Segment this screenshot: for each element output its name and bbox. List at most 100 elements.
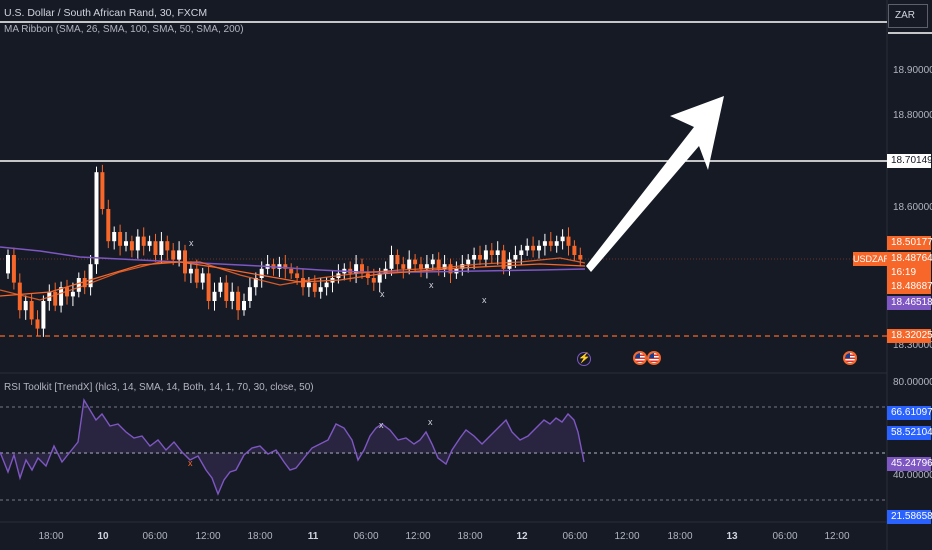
- candle-body: [76, 278, 81, 292]
- time-label: 18:00: [667, 531, 693, 542]
- time-label: 12:00: [824, 531, 850, 542]
- time-label: 12:00: [195, 531, 221, 542]
- symbol-tag: USDZAR: [853, 252, 891, 266]
- candle-body: [377, 273, 382, 283]
- us-flag-event-icon[interactable]: [647, 351, 661, 365]
- candle-body: [29, 301, 34, 320]
- lightning-event-icon[interactable]: ⚡: [577, 352, 591, 366]
- candle-body: [442, 264, 447, 269]
- candle-body: [135, 236, 140, 251]
- ma-price-label: 18.46518: [887, 296, 932, 310]
- time-label: 18:00: [247, 531, 273, 542]
- candle-body: [295, 273, 300, 278]
- price-label: 18.48687: [887, 280, 932, 294]
- time-label: 06:00: [562, 531, 588, 542]
- x-marker: x: [429, 280, 434, 290]
- candle-body: [88, 264, 93, 288]
- candle-body: [525, 245, 530, 251]
- time-label: 18:00: [457, 531, 483, 542]
- candle-body: [277, 264, 282, 269]
- candle-body: [460, 264, 465, 269]
- rsi-tick: 80.00000: [893, 377, 932, 388]
- candle-body: [306, 282, 311, 288]
- candle-body: [318, 287, 323, 292]
- us-flag-event-icon[interactable]: [633, 351, 647, 365]
- candle-body: [253, 278, 258, 288]
- candle-body: [360, 264, 364, 274]
- price-tick: 18.30000: [893, 340, 932, 351]
- candle-body: [489, 250, 494, 255]
- price-tick: 18.80000: [893, 110, 932, 121]
- candle-body: [419, 264, 423, 269]
- candle-body: [531, 245, 536, 251]
- candle-body: [11, 255, 16, 283]
- rsi-upper-label: 66.61097: [887, 406, 932, 420]
- arrow-annotation: [586, 96, 724, 272]
- candle-body: [495, 250, 500, 255]
- candle-body: [413, 259, 418, 265]
- candle-body: [41, 301, 46, 329]
- rsi-tick: 40.00000: [893, 470, 932, 481]
- rsi-value-label: 45.24796: [887, 457, 932, 471]
- candle-body: [70, 291, 75, 297]
- candle-body: [548, 241, 553, 246]
- candle-body: [483, 250, 488, 260]
- candle-body: [194, 268, 199, 283]
- candle-body: [94, 172, 99, 265]
- last-price-label: 18.48764: [887, 252, 932, 266]
- time-label: 06:00: [353, 531, 379, 542]
- candle-body: [147, 241, 152, 246]
- candle-body: [436, 259, 441, 269]
- time-label: 06:00: [772, 531, 798, 542]
- us-flag-event-icon[interactable]: [843, 351, 857, 365]
- candle-body: [542, 241, 547, 246]
- candle-body: [159, 241, 164, 255]
- candle-body: [230, 291, 235, 301]
- candle-body: [407, 259, 412, 269]
- candle-body: [566, 236, 571, 246]
- candle-body: [560, 236, 565, 242]
- candle-body: [371, 278, 376, 283]
- candle-body: [519, 250, 524, 255]
- time-label: 13: [726, 531, 738, 542]
- candle-body: [554, 241, 559, 246]
- candle-body: [106, 209, 111, 242]
- time-label: 11: [307, 531, 319, 542]
- candle-body: [112, 232, 117, 242]
- rsi-fill: [0, 400, 584, 494]
- rsi-mid-label: 58.52104: [887, 426, 932, 440]
- candle-body: [513, 255, 518, 260]
- candle-body: [153, 241, 158, 255]
- candle-body: [188, 268, 193, 274]
- candle-body: [301, 278, 305, 288]
- time-label: 06:00: [142, 531, 168, 542]
- candle-body: [236, 291, 241, 311]
- candle-body: [578, 255, 583, 260]
- candle-body: [165, 241, 170, 251]
- candle-body: [23, 301, 28, 311]
- candle-body: [100, 172, 105, 209]
- time-label: 12: [516, 531, 528, 542]
- countdown-label: 16:19: [887, 266, 931, 280]
- chart-title: U.S. Dollar / South African Rand, 30, FX…: [4, 7, 208, 19]
- candle-body: [53, 291, 58, 306]
- candle-body: [395, 255, 400, 265]
- ma-ribbon-legend[interactable]: MA Ribbon (SMA, 26, SMA, 100, SMA, 50, S…: [4, 24, 244, 35]
- candle-body: [501, 250, 506, 269]
- candle-body: [283, 264, 288, 269]
- candle-body: [537, 245, 541, 251]
- candle-body: [312, 282, 317, 292]
- price-tick: 18.90000: [893, 65, 932, 76]
- ma-100-line: [0, 261, 586, 297]
- currency-button[interactable]: ZAR: [888, 4, 928, 28]
- candle-body: [289, 268, 294, 274]
- rsi-legend[interactable]: RSI Toolkit [TrendX] (hlc3, 14, SMA, 14,…: [4, 382, 314, 393]
- time-label: 12:00: [614, 531, 640, 542]
- level-price-label: 18.70149: [887, 154, 932, 168]
- candle-body: [430, 259, 435, 265]
- x-marker: x: [189, 238, 194, 248]
- dashed-level-label: 18.32025: [887, 329, 932, 343]
- rsi-line: [0, 397, 585, 496]
